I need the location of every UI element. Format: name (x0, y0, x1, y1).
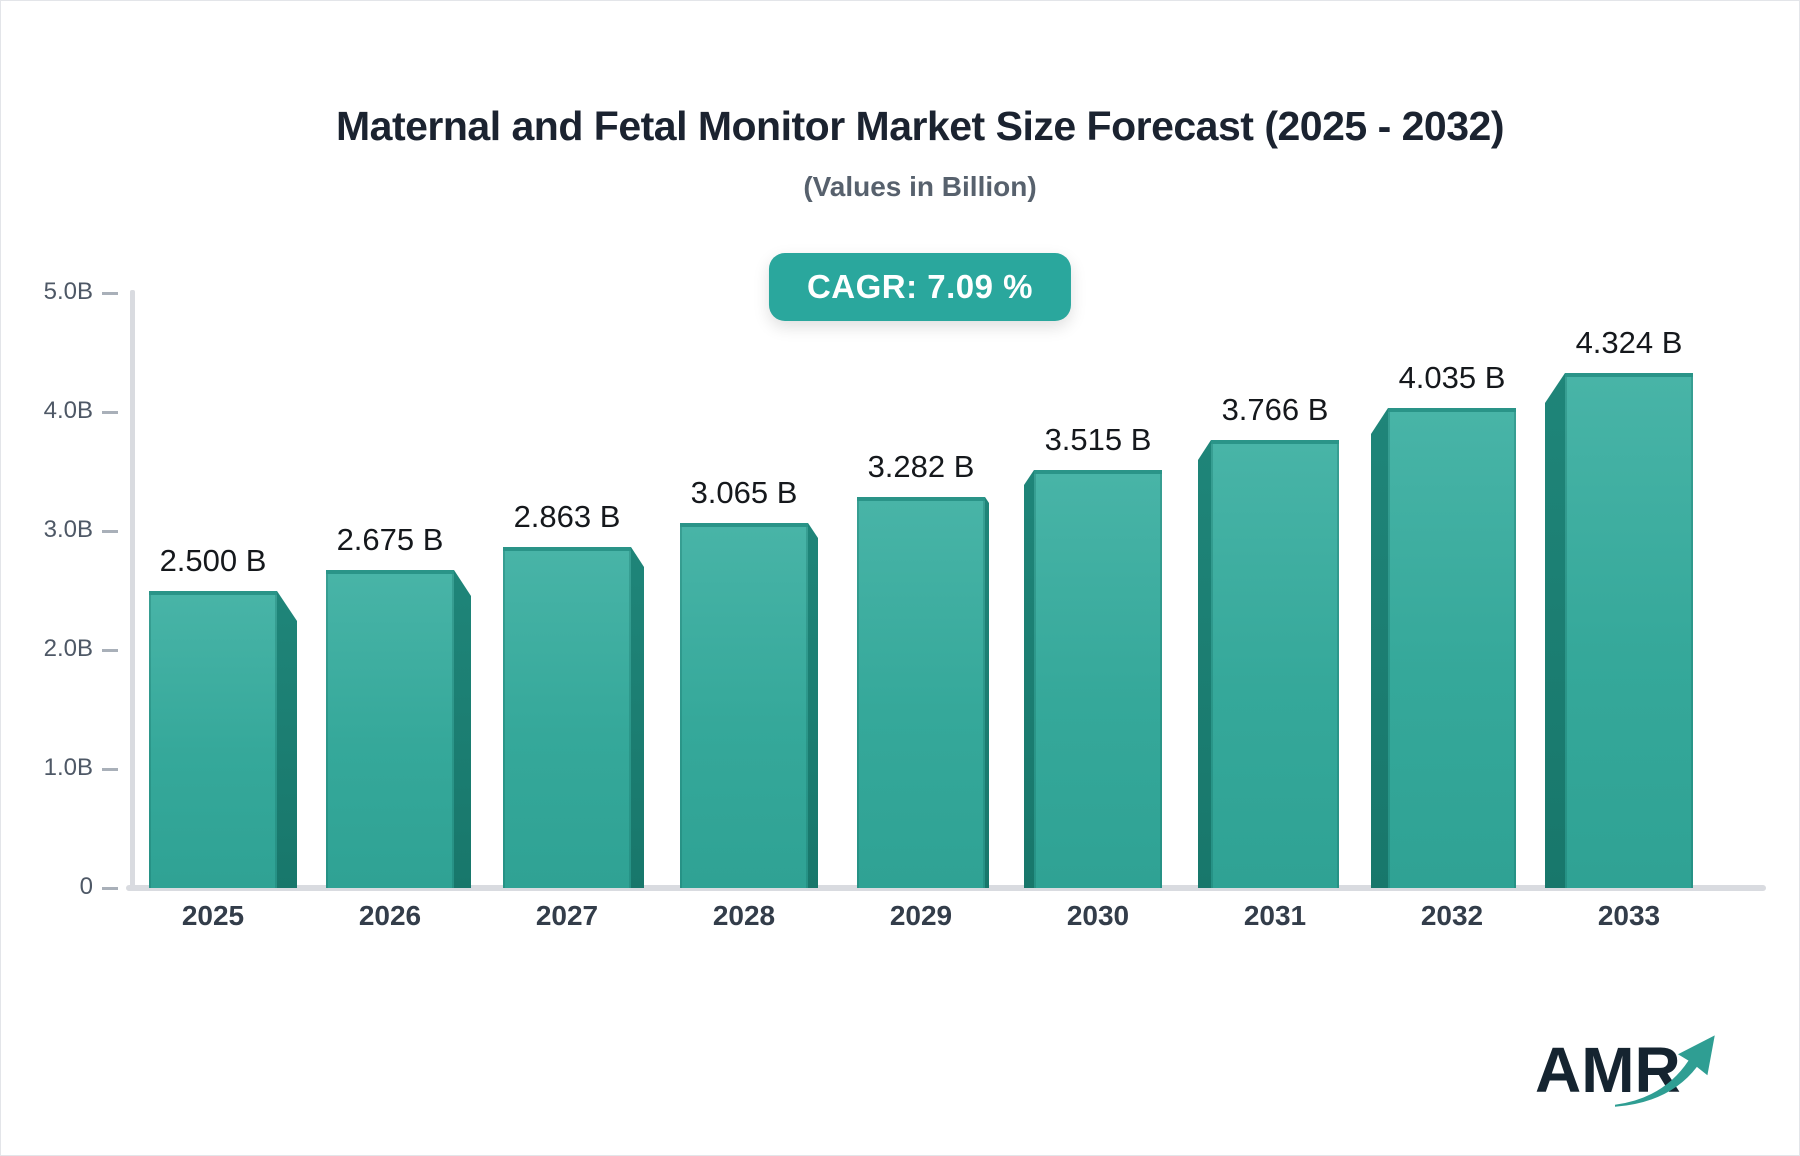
bar-2031 (1211, 440, 1339, 888)
y-tick-mark (102, 411, 118, 414)
cagr-badge: CAGR: 7.09 % (768, 253, 1072, 321)
bar-2032 (1388, 408, 1516, 888)
bar-side-face-2025 (277, 591, 297, 888)
bar-2027 (503, 547, 631, 888)
x-tick-label-2029: 2029 (889, 900, 953, 931)
bar-2026 (326, 570, 454, 888)
y-tick-mark (102, 768, 118, 771)
bar-side-face-2032 (1371, 408, 1388, 888)
x-tick-label-2028: 2028 (712, 900, 776, 931)
amr-logo: AMR (1535, 1027, 1715, 1117)
bar-side-face-2026 (454, 570, 471, 888)
bar-side-face-2033 (1545, 373, 1565, 888)
y-tick-mark (102, 649, 118, 652)
bar-side-face-2030 (1024, 470, 1034, 888)
bar-side-face-2031 (1198, 440, 1211, 888)
bar-value-label-2027: 2.863 B (513, 499, 621, 534)
y-tick-label-1.0B: 1.0B (43, 754, 93, 781)
x-tick-label-2032: 2032 (1420, 900, 1484, 931)
y-tick-label-5.0B: 5.0B (43, 278, 93, 305)
y-tick-label-2.0B: 2.0B (43, 635, 93, 662)
bar-2033 (1565, 373, 1693, 888)
y-tick-label-4.0B: 4.0B (43, 397, 93, 424)
y-axis-line (130, 290, 135, 890)
x-tick-label-2025: 2025 (181, 900, 245, 931)
y-tick-mark (102, 887, 118, 890)
bar-value-label-2031: 3.766 B (1221, 392, 1329, 427)
y-tick-mark (102, 292, 118, 295)
y-tick-label-3.0B: 3.0B (43, 516, 93, 543)
x-tick-label-2031: 2031 (1243, 900, 1307, 931)
bar-value-label-2025: 2.500 B (159, 543, 267, 578)
x-tick-label-2026: 2026 (358, 900, 422, 931)
bar-side-face-2028 (808, 523, 818, 888)
bar-2028 (680, 523, 808, 888)
bar-2029 (857, 497, 985, 888)
y-tick-mark (102, 530, 118, 533)
bar-value-label-2028: 3.065 B (690, 475, 798, 510)
x-tick-label-2030: 2030 (1066, 900, 1130, 931)
chart-title: Maternal and Fetal Monitor Market Size F… (336, 103, 1505, 149)
bar-side-face-2029 (985, 497, 989, 888)
bar-side-face-2027 (631, 547, 644, 888)
x-tick-label-2033: 2033 (1597, 900, 1661, 931)
bar-2025 (149, 591, 277, 888)
bar-value-label-2030: 3.515 B (1044, 422, 1152, 457)
chart-subtitle: (Values in Billion) (803, 171, 1037, 202)
bar-value-label-2033: 4.324 B (1575, 325, 1683, 360)
bar-value-label-2029: 3.282 B (867, 449, 975, 484)
y-tick-label-0: 0 (79, 873, 93, 900)
x-tick-label-2027: 2027 (535, 900, 599, 931)
bar-2030 (1034, 470, 1162, 888)
bar-value-label-2026: 2.675 B (336, 522, 444, 557)
growth-arrow-icon (1615, 1035, 1715, 1107)
x-axis-baseline (126, 885, 1766, 891)
bar-value-label-2032: 4.035 B (1398, 360, 1506, 395)
